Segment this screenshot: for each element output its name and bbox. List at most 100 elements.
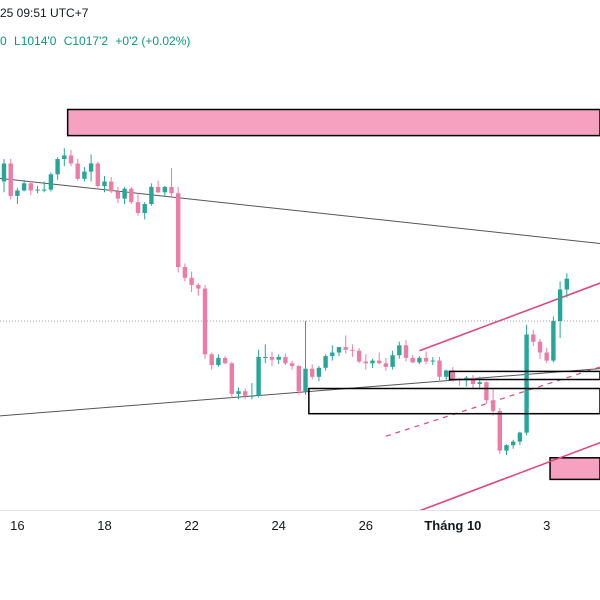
candle-body <box>397 345 402 356</box>
candle-38 <box>256 349 261 398</box>
drawings-layer <box>0 177 600 510</box>
trend-line-1 <box>0 368 600 417</box>
candle-66 <box>444 369 449 382</box>
candle-55 <box>370 358 375 368</box>
candle-body <box>1 163 7 182</box>
candle-body <box>497 411 502 451</box>
candle-body <box>524 334 529 433</box>
candle-42 <box>283 353 288 366</box>
candle-body <box>229 363 234 394</box>
candle-body <box>470 377 476 384</box>
candle-body <box>176 193 181 267</box>
candle-body <box>350 349 355 351</box>
candle-39 <box>263 344 268 364</box>
candle-2 <box>15 187 20 204</box>
candle-body <box>504 445 509 451</box>
candle-52 <box>350 344 355 357</box>
candlestick-plot[interactable] <box>0 0 600 510</box>
candle-body <box>437 360 442 377</box>
candle-body <box>417 357 422 363</box>
candle-body <box>423 357 429 362</box>
x-tick-label: 26 <box>358 518 374 533</box>
candle-32 <box>216 354 221 367</box>
candle-body <box>410 357 415 363</box>
candle-body <box>142 204 147 213</box>
candle-54 <box>363 354 368 370</box>
x-tick-label: 18 <box>97 518 112 533</box>
candle-body <box>383 363 389 367</box>
ohlc-open: 0 <box>0 34 7 48</box>
candle-60 <box>403 339 409 362</box>
candle-body <box>55 159 60 175</box>
candle-3 <box>21 179 27 192</box>
time-axis[interactable] <box>0 510 600 541</box>
candle-25 <box>169 168 174 196</box>
candle-body <box>129 188 134 203</box>
candle-51 <box>343 335 348 354</box>
candle-body <box>256 357 261 396</box>
candle-80 <box>537 339 543 359</box>
candle-41 <box>276 354 281 365</box>
candle-15 <box>102 176 107 193</box>
candle-9 <box>62 148 67 167</box>
candle-body <box>88 163 94 172</box>
candle-56 <box>377 352 382 365</box>
candle-body <box>511 441 516 446</box>
candle-body <box>216 357 221 366</box>
x-tick-label: 24 <box>271 518 286 533</box>
candle-body <box>162 186 167 193</box>
candle-body <box>303 368 308 392</box>
candle-body <box>75 163 80 179</box>
candle-21 <box>142 202 147 220</box>
candle-36 <box>243 388 248 400</box>
candle-body <box>102 181 107 186</box>
candle-body <box>450 370 456 379</box>
candle-body <box>109 181 114 192</box>
demand-zone-1 <box>549 457 600 481</box>
candle-46 <box>310 364 315 380</box>
candle-body <box>155 186 161 193</box>
x-tick-label: 22 <box>184 518 199 533</box>
candle-1 <box>8 159 13 200</box>
candle-body <box>196 285 201 289</box>
candle-body <box>209 354 214 366</box>
channel-line-3 <box>419 441 600 510</box>
header-ohlc: 0 L1014'0 C1017'2 +0'2 (+0.02%) <box>0 34 194 48</box>
candle-body <box>95 163 100 186</box>
candle-63 <box>423 351 429 365</box>
candle-body <box>430 360 435 362</box>
candle-12 <box>82 167 87 182</box>
candle-47 <box>316 366 322 382</box>
candle-19 <box>129 186 134 204</box>
candle-body <box>370 360 375 364</box>
candle-body <box>48 174 54 190</box>
candle-44 <box>296 365 301 395</box>
candle-17 <box>115 186 121 204</box>
candle-body <box>390 355 395 367</box>
candle-0 <box>1 159 7 193</box>
candle-16 <box>109 177 114 194</box>
candle-84 <box>564 273 569 298</box>
candle-body <box>263 357 268 358</box>
trend-line-0 <box>0 177 600 245</box>
candle-73 <box>490 389 496 416</box>
candle-34 <box>229 361 234 399</box>
candle-body <box>377 360 382 364</box>
candle-body <box>149 186 154 204</box>
candle-57 <box>383 357 389 371</box>
candle-body <box>202 288 208 355</box>
candle-body <box>363 361 368 364</box>
candle-body <box>182 267 188 278</box>
candle-5 <box>35 186 40 194</box>
candle-body <box>343 347 348 350</box>
candle-59 <box>397 341 402 359</box>
x-tick-label: Tháng 10 <box>424 518 482 533</box>
header-datetime: 25 09:51 UTC+7 <box>0 6 89 20</box>
candle-31 <box>209 352 214 370</box>
candle-body <box>289 363 295 366</box>
candle-83 <box>557 281 563 339</box>
candle-body <box>477 382 482 384</box>
candle-body <box>115 191 121 199</box>
candle-body <box>8 163 13 196</box>
